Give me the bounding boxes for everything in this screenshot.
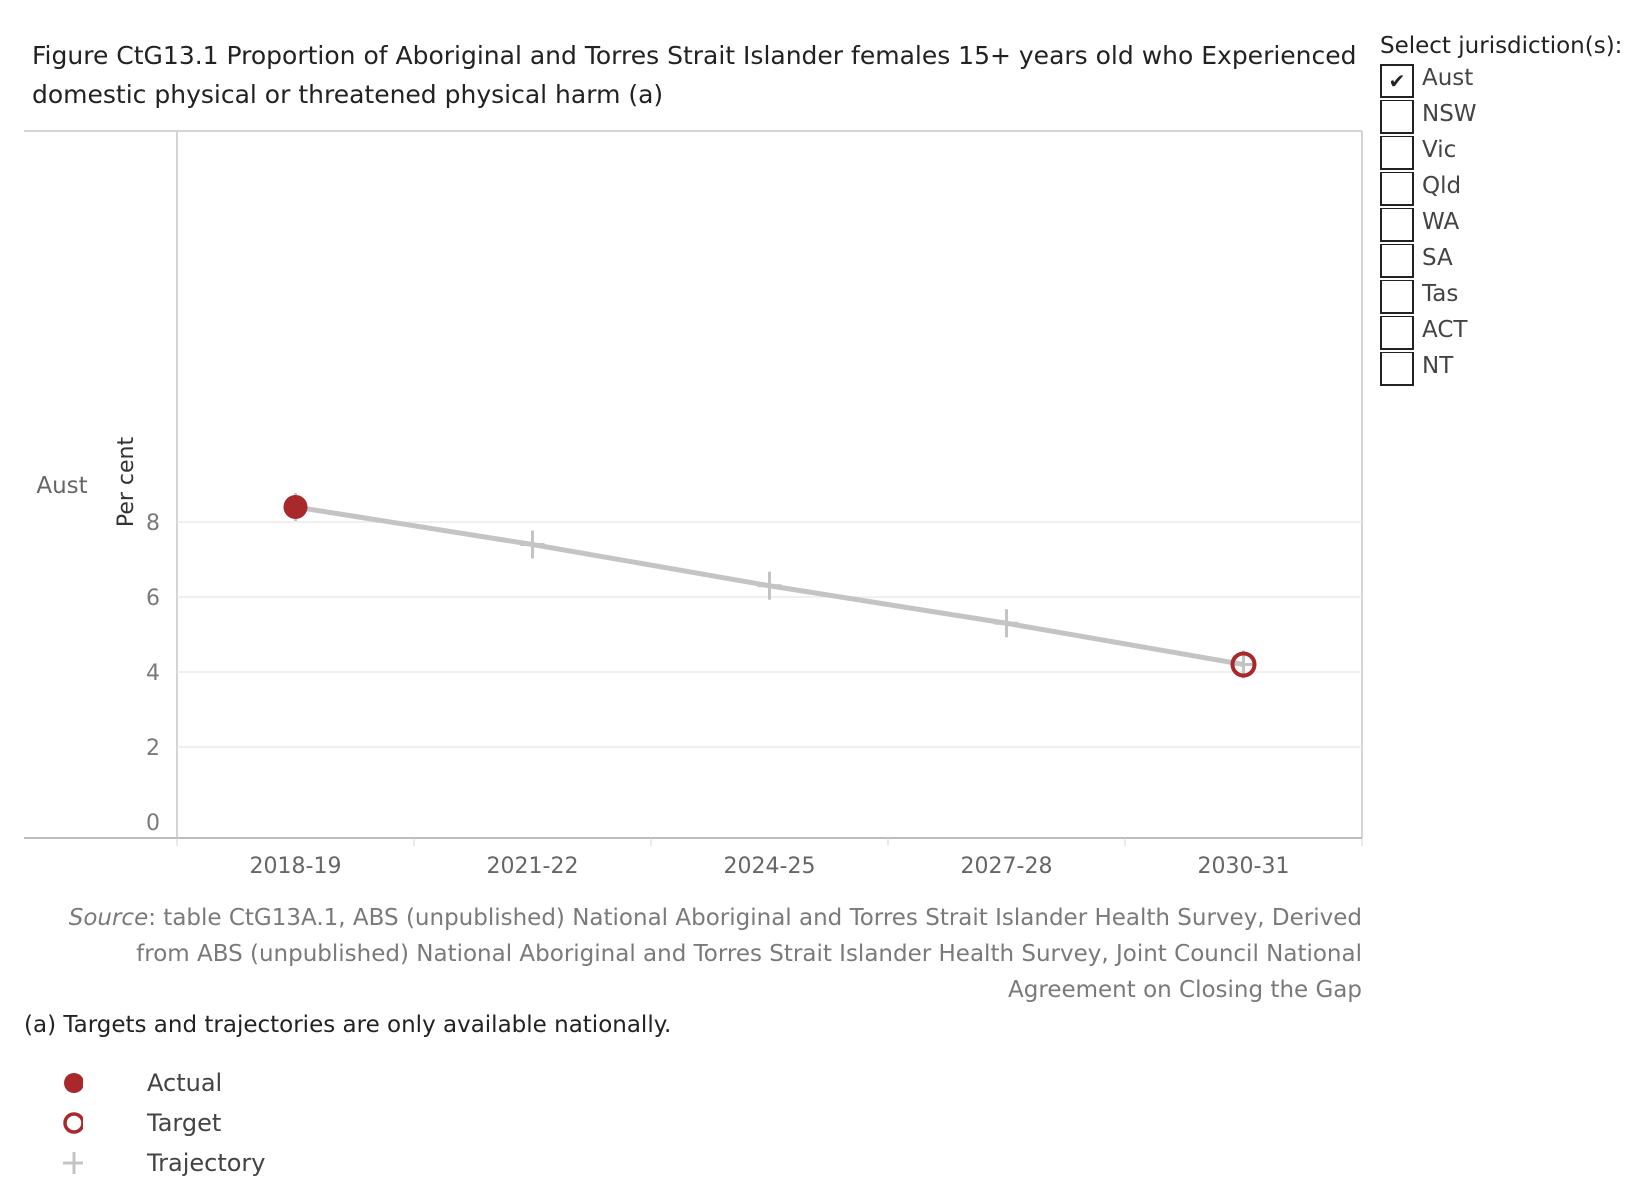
chart-title: Figure CtG13.1 Proportion of Aboriginal … [32, 41, 1357, 109]
trajectory-point [994, 609, 1019, 638]
source-label: Source [68, 905, 149, 931]
filter-options: ✔ Aust NSW Vic Qld WA SA Tas ACT NT [1380, 64, 1630, 388]
open-circle-icon [63, 1112, 83, 1134]
checkbox-icon[interactable] [1380, 316, 1414, 350]
filter-option-label: Tas [1422, 281, 1459, 307]
filter-option-sa[interactable]: SA [1380, 244, 1630, 280]
source-note: Source: table CtG13A.1, ABS (unpublished… [24, 900, 1362, 1008]
filter-option-label: NSW [1422, 101, 1477, 127]
filter-option-label: Aust [1422, 65, 1474, 91]
filter-option-nt[interactable]: NT [1380, 352, 1630, 388]
target-point [1230, 651, 1257, 678]
gridlines [177, 521, 1362, 748]
x-tick-labels: 2018-19 2021-22 2024-25 2027-28 2030-31 [176, 838, 1363, 879]
checkbox-icon[interactable] [1380, 208, 1414, 242]
x-tick-label: 2021-22 [487, 854, 579, 879]
trajectory-point [757, 571, 782, 600]
legend-item-target: Target [55, 1103, 455, 1143]
legend-label-trajectory: Trajectory [147, 1149, 266, 1177]
checkbox-icon[interactable] [1380, 352, 1414, 386]
filter-option-label: Vic [1422, 137, 1457, 163]
filter-option-label: Qld [1422, 173, 1462, 199]
filter-option-nsw[interactable]: NSW [1380, 100, 1630, 136]
x-tick-label: 2024-25 [724, 854, 816, 879]
y-tick-label: 4 [146, 661, 160, 686]
checkbox-icon[interactable] [1380, 172, 1414, 206]
filter-option-label: WA [1422, 209, 1460, 235]
filter-option-label: SA [1422, 245, 1453, 271]
y-axis-label: Per cent [114, 437, 139, 528]
actual-point [283, 495, 308, 519]
checkbox-checked-icon[interactable]: ✔ [1380, 64, 1414, 98]
x-tick-label: 2027-28 [961, 854, 1053, 879]
filled-circle-icon [64, 1073, 83, 1093]
filter-option-vic[interactable]: Vic [1380, 136, 1630, 172]
y-tick-label: 6 [146, 586, 160, 611]
filter-title: Select jurisdiction(s): [1380, 33, 1623, 59]
legend-item-actual: Actual [55, 1063, 455, 1103]
y-tick-label: 0 [146, 811, 160, 836]
footnote: (a) Targets and trajectories are only av… [24, 1012, 672, 1038]
legend: Actual Target Trajectory [55, 1063, 455, 1183]
filter-option-qld[interactable]: Qld [1380, 172, 1630, 208]
filter-option-tas[interactable]: Tas [1380, 280, 1630, 316]
filter-option-label: ACT [1422, 317, 1468, 343]
source-text: : table CtG13A.1, ABS (unpublished) Nati… [136, 905, 1362, 1003]
y-tick-label: 2 [146, 736, 160, 761]
trajectory-point [520, 530, 545, 559]
y-tick-labels: 0 2 4 6 8 [146, 511, 160, 836]
x-tick-label: 2030-31 [1198, 854, 1290, 879]
filter-option-wa[interactable]: WA [1380, 208, 1630, 244]
checkbox-icon[interactable] [1380, 100, 1414, 134]
filter-option-label: NT [1422, 353, 1454, 379]
filter-option-aust[interactable]: ✔ Aust [1380, 64, 1630, 100]
series [283, 493, 1257, 679]
y-tick-label: 8 [146, 511, 160, 536]
checkbox-icon[interactable] [1380, 280, 1414, 314]
legend-label-actual: Actual [147, 1069, 223, 1097]
legend-label-target: Target [147, 1109, 222, 1137]
row-label: Aust [36, 473, 87, 499]
checkbox-icon[interactable] [1380, 136, 1414, 170]
x-tick-label: 2018-19 [250, 854, 342, 879]
legend-item-trajectory: Trajectory [55, 1143, 455, 1183]
jurisdiction-filter: Select jurisdiction(s): ✔ Aust NSW Vic Qld WA… [1380, 28, 1630, 388]
filter-option-act[interactable]: ACT [1380, 316, 1630, 352]
line-chart: 0 2 4 6 8 2018-19 2021-22 2024-25 2027-28 2030-3… [24, 130, 1363, 879]
checkbox-icon[interactable] [1380, 244, 1414, 278]
plus-icon [63, 1152, 83, 1174]
